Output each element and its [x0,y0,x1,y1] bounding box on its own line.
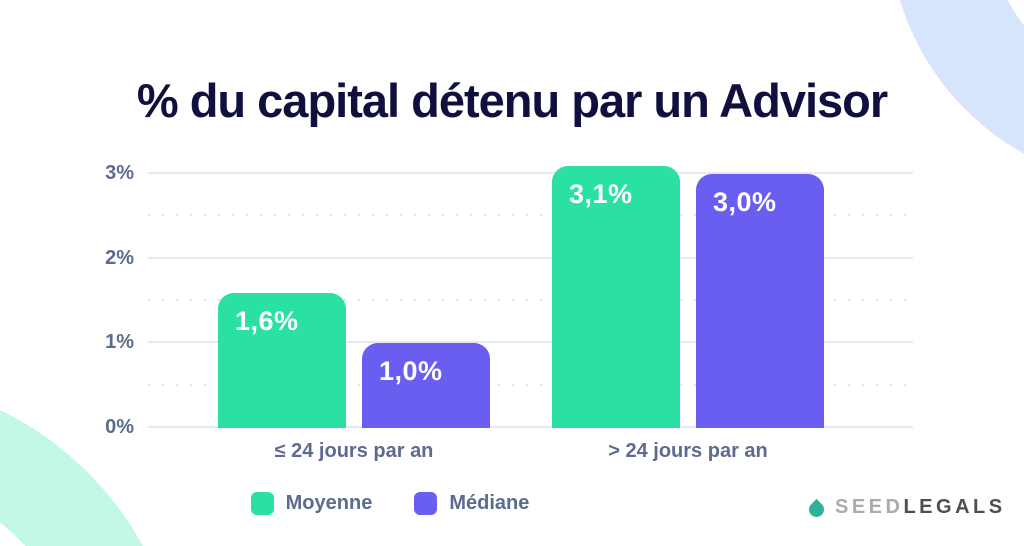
seedlegals-wordmark: SEEDLEGALS [835,496,1006,519]
bar-value-label: 1,0% [379,356,443,386]
y-axis-tick-3%: 3% [105,162,134,184]
legend-swatch-mediane [414,492,438,515]
bar-médiane-0: 1,0% [362,343,490,428]
legend-item-mediane: Médiane [414,492,529,515]
y-axis-tick-0%: 0% [105,416,134,438]
bar-chart-plot-area: 0% 1% 2% 3% 1,6% 1,0% ≤ 24 jours par an 3,1% 3,0… [105,162,913,462]
bar-value-label: 1,6% [235,306,299,336]
legend-label-moyenne: Moyenne [285,492,373,514]
x-axis-category-label-1: > 24 jours par an [608,440,768,462]
gridline-3% [148,172,913,174]
gridline-0% [148,426,913,428]
x-axis-category-label-0: ≤ 24 jours par an [274,440,434,462]
logo-legals-text: LEGALS [903,495,1006,518]
minor-gridline [148,383,913,386]
seedlegals-logo: SEEDLEGALS [805,494,1006,521]
y-axis-tick-2%: 2% [105,246,134,269]
chart-title: % du capital détenu par un Advisor [136,74,888,128]
bar-value-label: 3,1% [569,179,633,209]
legend-label-mediane: Médiane [449,492,530,514]
bar-value-label: 3,0% [713,187,777,217]
minor-gridline [148,299,913,301]
minor-gridline [148,214,913,217]
bar-moyenne-0: 1,6% [218,293,346,428]
y-axis-tick-1%: 1% [105,331,134,354]
gridline-2% [148,256,913,259]
legend-item-moyenne: Moyenne [250,492,373,515]
legend-swatch-moyenne [250,492,274,515]
bar-médiane-1: 3,0% [696,174,824,428]
droplet-icon [805,494,827,521]
gridline-1% [148,341,913,344]
bar-moyenne-1: 3,1% [552,166,680,428]
logo-seed-text: SEED [835,495,904,518]
chart-legend: Moyenne Médiane [0,492,780,515]
